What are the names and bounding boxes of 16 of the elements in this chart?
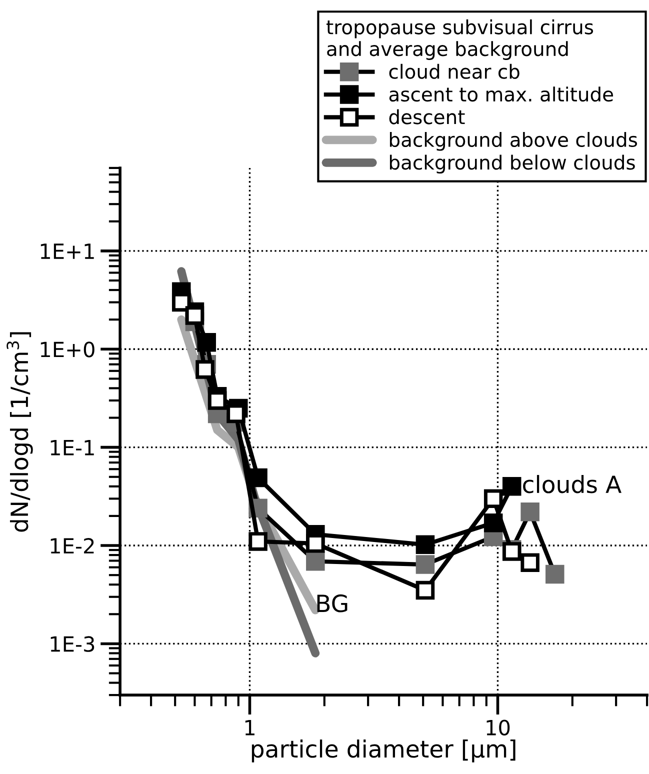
y-tick-label: 1E-1: [50, 440, 94, 456]
x-tick-label: 10: [486, 720, 510, 736]
legend-label: ascent to max. altitude: [389, 86, 614, 102]
legend-label: descent: [389, 109, 465, 124]
y-tick-label: 1E-2: [50, 538, 94, 554]
x-axis-title: particle diameter [µm]: [252, 740, 516, 762]
legend-label: cloud near cb: [389, 64, 520, 79]
annotation: clouds A: [523, 474, 622, 494]
legend-label: background below clouds: [390, 154, 635, 174]
y-tick-label: 1E+1: [40, 244, 94, 259]
y-tick-label: 1E-3: [50, 636, 94, 652]
legend-label: background above clouds: [390, 132, 638, 151]
y-axis-title: dN/dlogd [1/cm$^{3}$]: [6, 332, 33, 532]
x-tick-label: 1: [245, 720, 254, 736]
y-tick-label: 1E+0: [40, 342, 94, 358]
annotation: BG: [317, 594, 348, 612]
